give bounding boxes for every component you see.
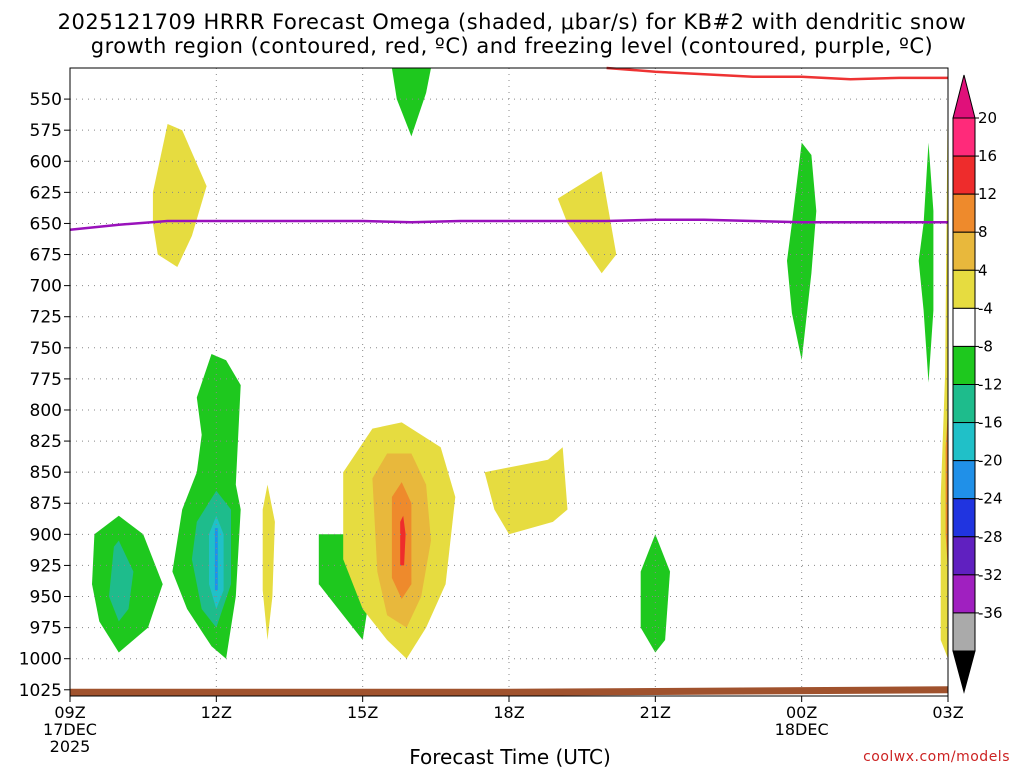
colorbar-over-arrow (952, 74, 976, 119)
x-tick-label-12Z: 12Z (201, 703, 232, 722)
colorbar-label-10: -24 (978, 490, 1003, 508)
omega-region-4 (918, 142, 934, 383)
omega-region-17 (400, 515, 406, 566)
colorbar-bin-0 (952, 117, 976, 157)
y-tick-label-625: 625 (30, 183, 62, 203)
chart-title-line1: 2025121709 HRRR Forecast Omega (shaded, … (57, 10, 967, 34)
colorbar-bin-2 (952, 193, 976, 233)
colorbar-label-3: 8 (978, 223, 988, 241)
y-tick-label-950: 950 (30, 588, 62, 608)
colorbar-label-4: 4 (978, 261, 988, 279)
omega-region-12 (262, 484, 275, 640)
y-tick-label-700: 700 (30, 277, 62, 297)
grid-lines (69, 68, 949, 696)
omega-region-5 (940, 68, 948, 659)
colorbar-bin-1 (952, 155, 976, 195)
colorbar-bin-11 (952, 536, 976, 576)
colorbar-bin-4 (952, 269, 976, 309)
colorbar-label-13: -36 (978, 604, 1003, 622)
y-tick-label-550: 550 (30, 90, 62, 110)
y-tick-label-575: 575 (30, 121, 62, 141)
y-tick-label-925: 925 (30, 556, 62, 576)
omega-region-9 (214, 528, 218, 591)
colorbar-under-arrow (952, 650, 976, 694)
y-tick-label-825: 825 (30, 432, 62, 452)
chart-title-line2: growth region (contoured, red, ºC) and f… (90, 34, 934, 58)
x-tick-label-21Z: 21Z (640, 703, 671, 722)
omega-region-2 (391, 68, 431, 137)
colorbar: 20 16 12 8 4 -4 -8 -12 -16 -20 -24 -28 -32 -36 (952, 74, 1003, 694)
y-tick-label-750: 750 (30, 339, 62, 359)
colorbar-bin-3 (952, 231, 976, 271)
shaded-regions (92, 68, 948, 659)
omega-region-18 (484, 447, 568, 535)
x-tick-sublabel-17DEC: 17DEC (43, 720, 97, 739)
y-tick-label-775: 775 (30, 370, 62, 390)
x-tick-label-15Z: 15Z (347, 703, 378, 722)
omega-region-19 (640, 534, 670, 653)
y-tick-label-1025: 1025 (19, 681, 62, 701)
colorbar-bin-5 (952, 307, 976, 347)
colorbar-bin-10 (952, 498, 976, 538)
y-tick-label-850: 850 (30, 463, 62, 483)
y-tick-label-1000: 1000 (19, 650, 62, 670)
colorbar-label-7: -12 (978, 376, 1003, 394)
x-tick-label-00Z: 00Z (786, 703, 817, 722)
colorbar-bin-7 (952, 384, 976, 424)
x-tick-sublabel-2025: 2025 (50, 737, 91, 756)
colorbar-label-6: -8 (978, 337, 993, 355)
colorbar-bin-9 (952, 460, 976, 500)
x-tick-sublabel-18DEC: 18DEC (775, 720, 829, 739)
omega-region-0 (152, 124, 207, 267)
y-axis: 550 575 600 625 650 675 700 725 750 775 800 825 850 8… (19, 90, 70, 701)
colorbar-bin-12 (952, 574, 976, 614)
y-tick-label-600: 600 (30, 152, 62, 172)
colorbar-label-0: 20 (978, 109, 997, 127)
x-tick-label-03Z: 03Z (932, 703, 963, 722)
omega-region-3 (787, 142, 817, 361)
colorbar-label-2: 12 (978, 185, 997, 203)
colorbar-label-11: -28 (978, 528, 1003, 546)
y-tick-label-650: 650 (30, 214, 62, 234)
y-tick-label-975: 975 (30, 619, 62, 639)
dendritic-growth-line (606, 66, 948, 81)
y-tick-label-725: 725 (30, 308, 62, 328)
ground-level-line (70, 686, 949, 696)
omega-region-11 (109, 540, 134, 622)
freezing-level-line (69, 218, 948, 231)
colorbar-label-9: -20 (978, 452, 1003, 470)
colorbar-label-8: -16 (978, 414, 1003, 432)
y-tick-label-900: 900 (30, 525, 62, 545)
colorbar-bin-8 (952, 422, 976, 462)
colorbar-bin-6 (952, 345, 976, 385)
colorbar-label-1: 16 (978, 147, 997, 165)
colorbar-label-5: -4 (978, 299, 993, 317)
y-tick-label-675: 675 (30, 246, 62, 266)
y-tick-label-875: 875 (30, 494, 62, 514)
colorbar-bin-13 (952, 612, 976, 652)
y-tick-label-800: 800 (30, 401, 62, 421)
x-axis-label: Forecast Time (UTC) (409, 745, 611, 769)
x-tick-label-09Z: 09Z (54, 703, 85, 722)
x-tick-label-18Z: 18Z (493, 703, 524, 722)
omega-region-20 (945, 410, 948, 572)
contour-lines (69, 66, 949, 696)
colorbar-label-12: -32 (978, 566, 1003, 584)
site-credit[interactable]: coolwx.com/models (863, 749, 1010, 765)
